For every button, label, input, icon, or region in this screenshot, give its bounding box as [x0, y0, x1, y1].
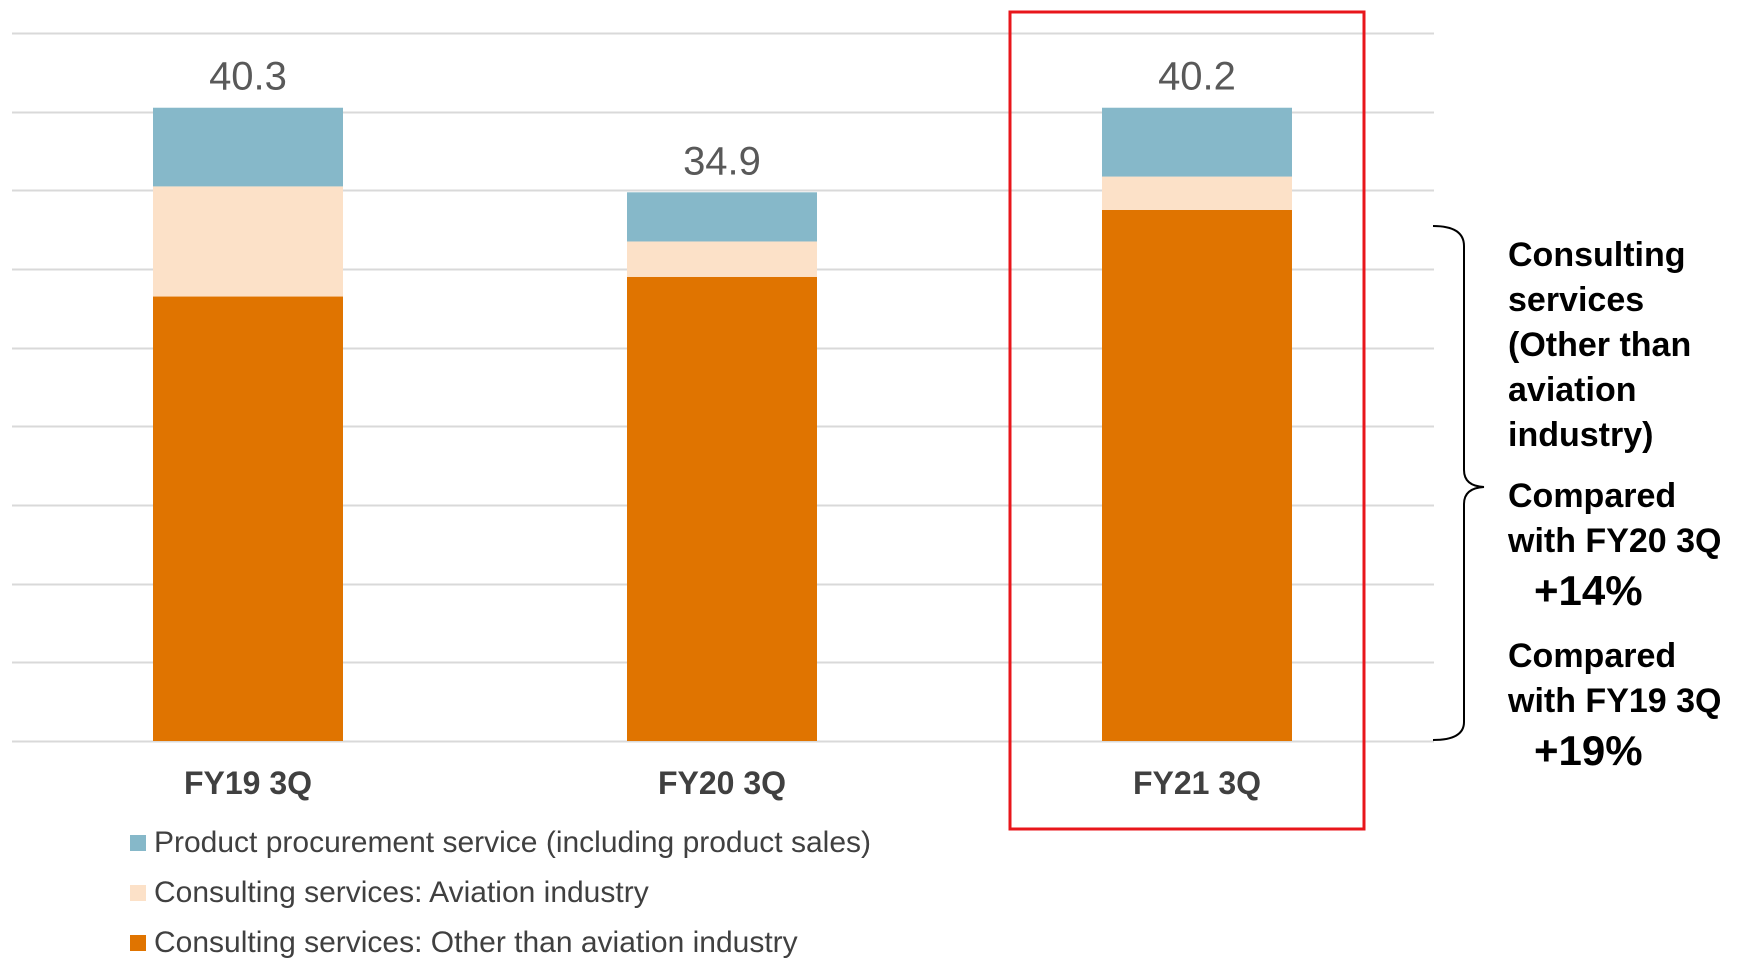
comparison-fy19: Compared with FY19 3Q [1508, 634, 1744, 724]
comparison-label-line: with FY19 3Q [1508, 682, 1722, 720]
legend-label-product: Product procurement service (including p… [154, 826, 871, 859]
bar-segment-fy20-3q-series-2 [627, 192, 817, 242]
legend-label-aviation: Consulting services: Aviation industry [154, 876, 649, 909]
total-label: 40.3 [209, 55, 287, 99]
bar-segment-fy19-3q-series-2 [153, 107, 343, 187]
legend: Product procurement service (including p… [130, 818, 871, 968]
bar-segment-fy20-3q-series-1 [627, 241, 817, 277]
category-label: FY19 3Q [184, 765, 312, 801]
comparison-change-fy20: +14% [1534, 567, 1643, 614]
bar-segment-fy19-3q-series-0 [153, 296, 343, 741]
total-label: 34.9 [683, 139, 761, 183]
category-label: FY20 3Q [658, 765, 786, 801]
bar-segment-fy19-3q-series-1 [153, 186, 343, 297]
comparison-change-fy19: +19% [1534, 727, 1643, 774]
bar-segment-fy20-3q-series-0 [627, 276, 817, 741]
comparison-label-line: with FY20 3Q [1508, 522, 1722, 560]
legend-swatch-product [130, 835, 146, 851]
annotation-title-line: (Other than [1508, 326, 1692, 364]
legend-label-other: Consulting services: Other than aviation… [154, 926, 798, 959]
growth-annotation: Consulting services (Other than aviation… [1508, 233, 1744, 778]
bar-segment-fy21-3q-series-0 [1102, 210, 1292, 741]
bar-segment-fy21-3q-series-2 [1102, 107, 1292, 177]
bars [153, 107, 1292, 741]
legend-item-other: Consulting services: Other than aviation… [130, 918, 871, 968]
bar-segment-fy21-3q-series-1 [1102, 176, 1292, 210]
comparison-label-line: Compared [1508, 637, 1677, 675]
legend-item-product: Product procurement service (including p… [130, 818, 871, 868]
annotation-title-line: industry) [1508, 416, 1654, 454]
legend-item-aviation: Consulting services: Aviation industry [130, 868, 871, 918]
total-labels: 40.3 34.9 40.2 [209, 55, 1236, 184]
highlight-box-fy21 [1008, 10, 1366, 831]
annotation-title: Consulting services (Other than aviation… [1508, 233, 1744, 458]
legend-swatch-aviation [130, 885, 146, 901]
annotation-title-line: services [1508, 281, 1645, 319]
category-label: FY21 3Q [1133, 765, 1261, 801]
comparison-fy20: Compared with FY20 3Q [1508, 474, 1744, 564]
annotation-title-line: Consulting [1508, 236, 1686, 274]
comparison-label-line: Compared [1508, 477, 1677, 515]
category-labels: FY19 3Q FY20 3Q FY21 3Q [184, 765, 1261, 801]
annotation-title-line: aviation [1508, 371, 1637, 409]
legend-swatch-other [130, 935, 146, 951]
total-label: 40.2 [1158, 55, 1236, 99]
annotation-brace [1432, 225, 1485, 741]
